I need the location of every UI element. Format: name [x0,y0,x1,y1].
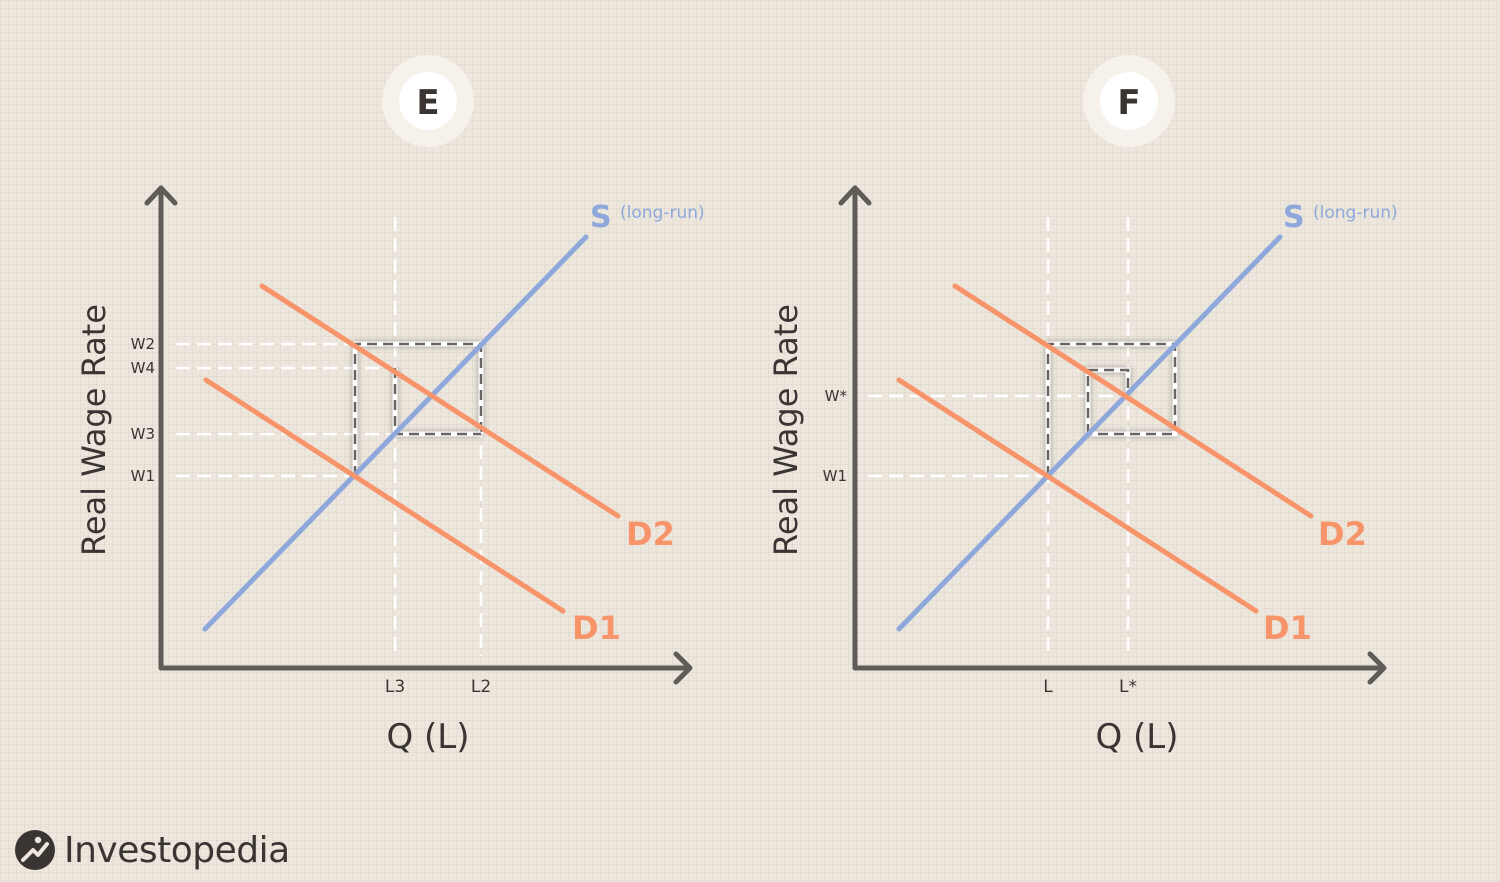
supply-note-f: (long-run) [1313,203,1398,223]
wage-tick-wstar: W* [825,387,848,405]
x-axis-title-f: Q (L) [1095,717,1178,757]
axes-f [838,185,1387,685]
demand-curve-d1-f [896,377,1259,614]
wage-tick-w1-f: W1 [823,467,847,485]
shift-boxes-f [1045,341,1178,476]
brand-name: Investopedia [64,829,290,871]
labor-tick-lstar: L* [1119,677,1137,697]
d2-label-e: D2 [626,515,675,553]
investopedia-logo-icon [15,830,55,870]
supply-curve-e [202,234,589,632]
wage-tick-w2: W2 [131,335,155,353]
y-axis-arrow-e [144,185,178,206]
x-axis-arrow-e [673,651,693,685]
supply-label-e: S [590,200,612,235]
panel-f: F S (long-run) D2 D1 W* W1 [767,55,1398,757]
demand-curve-d2-e [259,283,621,519]
wage-tick-w1-e: W1 [131,467,155,485]
y-axis-arrow-f [838,185,872,206]
y-axis-title-f: Real Wage Rate [767,304,805,556]
d2-label-f: D2 [1318,515,1367,553]
panel-badge-f: F [1117,83,1140,123]
brand-logo: Investopedia [14,822,290,878]
wage-tick-w4: W4 [131,359,155,377]
labor-tick-l: L [1043,677,1053,697]
d1-label-e: D1 [572,609,621,647]
supply-curve-f [896,234,1283,632]
wage-tick-w3: W3 [131,425,155,443]
y-axis-title-e: Real Wage Rate [75,304,113,556]
axes-e [144,185,693,685]
demand-curve-d2-f [952,283,1314,519]
panel-badge-e: E [416,83,439,123]
labor-tick-l2: L2 [471,677,491,697]
demand-curve-d1-e [203,377,566,614]
x-axis-arrow-f [1367,651,1387,685]
badge-circle-f [1100,72,1158,130]
supply-label-f: S [1283,200,1305,235]
labor-tick-l3: L3 [385,677,405,697]
d1-label-f: D1 [1263,609,1312,647]
supply-note-e: (long-run) [620,203,705,223]
panel-e: E S (long-run) [75,55,705,757]
badge-circle-e [399,72,457,130]
x-axis-title-e: Q (L) [386,717,469,757]
